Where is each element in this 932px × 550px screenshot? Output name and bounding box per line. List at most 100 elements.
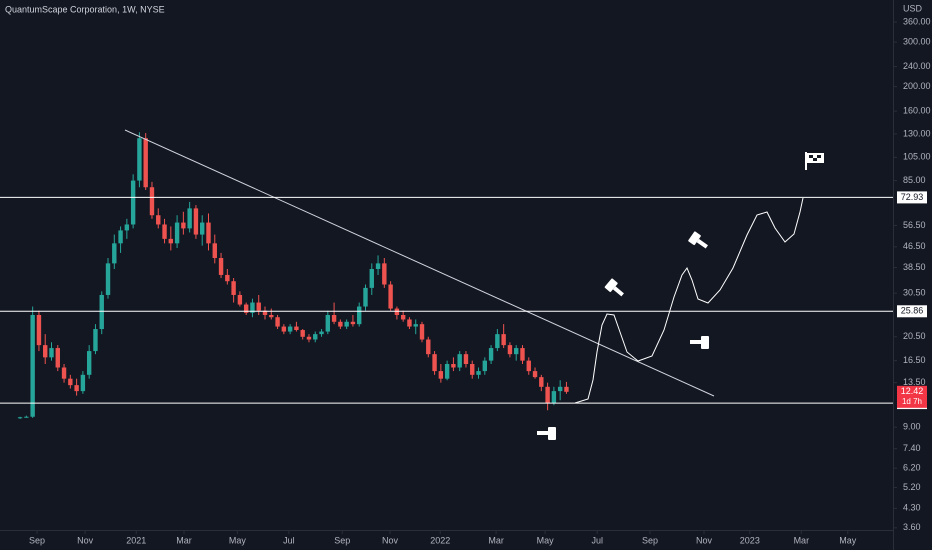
candle-body (187, 208, 192, 229)
y-tick-label: 160.00 (903, 105, 931, 115)
y-tick-label: 130.00 (903, 128, 931, 138)
candle-body (17, 417, 23, 419)
candle-body (514, 348, 519, 355)
candle-body (325, 314, 331, 332)
candle-body (118, 230, 123, 244)
candle-body (306, 336, 312, 340)
x-tick-label: May (229, 535, 247, 545)
y-tick-label: 200.00 (903, 81, 931, 91)
candle-body (43, 345, 48, 358)
candle-body (394, 308, 400, 315)
x-tick-label: Sep (334, 535, 350, 545)
candle-body (313, 334, 318, 340)
candle-body (193, 208, 199, 235)
candle-body (382, 263, 387, 285)
candle-body (545, 386, 550, 404)
y-tick-label: 9.00 (903, 422, 921, 432)
candle-body (262, 310, 268, 315)
x-tick-label: Nov (382, 535, 399, 545)
candle-body (36, 314, 42, 346)
candle-body (300, 330, 305, 337)
candle-body (212, 243, 217, 259)
level-label-box (897, 305, 927, 318)
candle-body (206, 222, 211, 244)
candle-body (225, 274, 230, 282)
candle-body (520, 348, 525, 361)
level-label-box (897, 191, 927, 204)
x-tick-label: Jul (591, 535, 603, 545)
hammer-icon (604, 278, 624, 297)
candle-body (237, 294, 243, 305)
x-tick-label: 2023 (740, 535, 760, 545)
candle-body (331, 314, 337, 322)
candle-body (231, 281, 236, 295)
candle-body (357, 306, 362, 325)
candle-body (319, 331, 324, 335)
hammer-icon (690, 336, 709, 349)
x-tick-label: Sep (29, 535, 45, 545)
plot (17, 132, 569, 419)
candle-body (344, 321, 349, 327)
candle-body (269, 314, 274, 318)
candle-body (526, 360, 531, 372)
candle-body (105, 263, 111, 295)
y-tick-label: 360.00 (903, 16, 931, 26)
y-tick-label: 7.40 (903, 443, 921, 453)
candle-body (24, 416, 29, 418)
candle-body (168, 238, 174, 244)
candle-body (375, 263, 381, 270)
candle-body (539, 377, 544, 387)
candle-body (551, 391, 557, 404)
currency: USD (903, 3, 923, 13)
candle-body (419, 324, 425, 340)
candle-body (218, 258, 224, 275)
candle-body (200, 222, 205, 235)
candle-body (156, 215, 161, 225)
candle-body (369, 269, 374, 288)
flag-icon (805, 152, 824, 170)
y-tick-label: 4.30 (903, 503, 921, 513)
x-tick-label: 2022 (430, 535, 450, 545)
candle-body (413, 324, 418, 327)
level-label: 72.93 (901, 192, 924, 202)
candle-body (55, 348, 60, 368)
last-price-label: 12.42 (901, 386, 924, 396)
candle-body (287, 326, 293, 332)
y-tick-label: 6.20 (903, 463, 921, 473)
x-tick-label: May (839, 535, 857, 545)
candle-body (68, 378, 73, 386)
chart-title: QuantumScape Corporation, 1W, NYSE (5, 4, 165, 14)
hammer-icon (537, 427, 556, 440)
y-tick-label: 240.00 (903, 61, 931, 71)
x-tick-label: Nov (696, 535, 713, 545)
candle-body (174, 222, 180, 244)
trend-line (124, 129, 715, 397)
candle-body (149, 187, 155, 216)
x-tick-label: Jul (283, 535, 295, 545)
candle-body (407, 319, 412, 327)
candle-body (532, 371, 538, 378)
candle-body (388, 284, 393, 309)
candle-body (294, 326, 299, 331)
hammer-icon (688, 231, 708, 249)
y-tick-label: 85.00 (903, 175, 926, 185)
candle-body (363, 287, 368, 307)
candle-body (338, 321, 343, 327)
candle-body (463, 354, 469, 365)
x-tick-label: Mar (176, 535, 192, 545)
candle-body (137, 138, 142, 181)
candle-body (400, 314, 406, 320)
x-tick-label: May (537, 535, 555, 545)
candle-body (350, 321, 356, 325)
candle-body (112, 243, 117, 264)
candle-body (74, 385, 79, 392)
candle-body (281, 326, 287, 332)
candle-body (275, 317, 280, 327)
candle-body (99, 294, 104, 330)
candle-body (181, 222, 186, 229)
candle-body (243, 304, 249, 313)
y-tick-label: 46.50 (903, 241, 926, 251)
candle-body (250, 302, 255, 313)
y-tick-label: 20.50 (903, 331, 926, 341)
candle-body (256, 302, 261, 311)
